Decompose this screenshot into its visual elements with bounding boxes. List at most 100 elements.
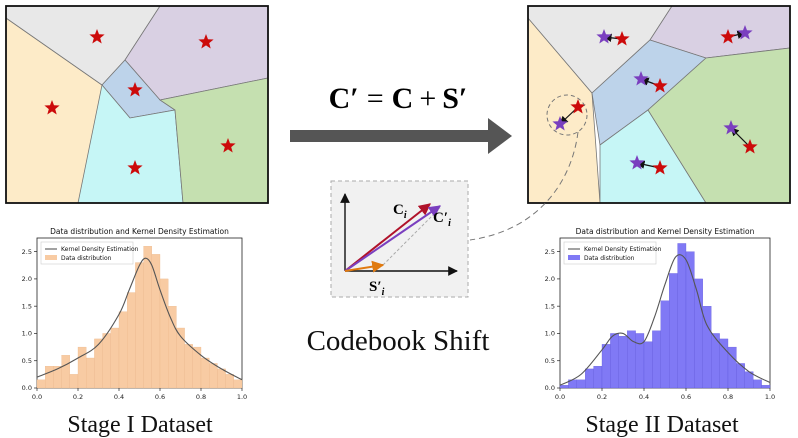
hist-bar bbox=[225, 374, 234, 389]
hist-bar bbox=[184, 344, 193, 389]
label-si: S′i bbox=[369, 279, 385, 298]
hist-bar bbox=[45, 366, 54, 389]
hist-bar bbox=[192, 346, 202, 389]
codebook-star bbox=[89, 29, 105, 44]
inset-frame bbox=[330, 180, 469, 298]
legend-box bbox=[40, 241, 134, 265]
zoom-circle bbox=[546, 94, 588, 136]
panel-border bbox=[5, 5, 269, 204]
y-tick-label: 1.5 bbox=[22, 302, 32, 310]
hist-bar bbox=[643, 341, 653, 389]
hist-bar bbox=[635, 333, 645, 389]
y-tick-label: 0.5 bbox=[22, 357, 32, 365]
x-tick-label: 1.0 bbox=[765, 393, 775, 401]
shifted-star bbox=[596, 29, 612, 44]
original-star bbox=[742, 139, 758, 154]
transition-arrow bbox=[290, 118, 512, 154]
y-tick-label: 1.0 bbox=[545, 330, 555, 338]
legend-label: Data distribution bbox=[584, 255, 635, 262]
hist-bar bbox=[102, 333, 111, 389]
chart-title: Data distribution and Kernel Density Est… bbox=[50, 227, 229, 236]
stage1-label: Stage I Dataset bbox=[67, 412, 213, 438]
x-tick-label: 0.6 bbox=[155, 393, 165, 401]
x-tick-label: 1.0 bbox=[237, 393, 247, 401]
histogram-stage1: 0.0 0.2 0.4 0.6 0.8 1.0 0.0 0.5 1.0 1.5 2.0 2.5 Data… bbox=[22, 227, 248, 401]
shifted-star bbox=[737, 25, 753, 40]
y-tick-label: 0.0 bbox=[22, 384, 32, 392]
stage2-label: Stage II Dataset bbox=[585, 412, 739, 438]
zoom-connector bbox=[469, 131, 579, 241]
shifted-star bbox=[633, 71, 649, 86]
codebook-star bbox=[127, 82, 143, 97]
hist-bar bbox=[135, 262, 144, 389]
legend-swatch-hist bbox=[45, 255, 57, 260]
hist-bar bbox=[627, 330, 636, 389]
formula: C′ = C + S′ bbox=[329, 82, 468, 115]
hist-bar bbox=[36, 379, 46, 389]
hist-bar bbox=[585, 368, 594, 389]
hist-bar bbox=[110, 327, 120, 389]
hist-bar bbox=[618, 336, 628, 389]
hist-bar bbox=[593, 366, 603, 389]
hist-bar bbox=[669, 273, 678, 389]
hist-bar bbox=[761, 385, 771, 389]
codebook-star bbox=[198, 34, 214, 49]
x-tick-label: 0.4 bbox=[114, 393, 124, 401]
helper-line bbox=[382, 207, 441, 266]
hist-bar bbox=[660, 300, 670, 389]
stars-stage1 bbox=[44, 29, 236, 175]
x-tick-label: 0.0 bbox=[555, 393, 565, 401]
y-tick-label: 2.0 bbox=[545, 275, 555, 283]
hist-bar bbox=[559, 385, 569, 389]
codebook-shift-label: Codebook Shift bbox=[307, 325, 490, 357]
hist-bar bbox=[200, 357, 210, 389]
kde-line bbox=[36, 257, 243, 381]
shifted-star bbox=[552, 116, 568, 131]
hist-bar bbox=[652, 330, 661, 389]
chart-title: Data distribution and Kernel Density Est… bbox=[576, 227, 755, 236]
hist-bar bbox=[217, 368, 226, 389]
y-tick-label: 2.5 bbox=[545, 248, 555, 256]
x-tick-label: 0.2 bbox=[597, 393, 607, 401]
hist-bar bbox=[77, 346, 87, 389]
vector-ci bbox=[344, 203, 431, 272]
original-star bbox=[720, 29, 736, 44]
hist-bar bbox=[127, 292, 136, 389]
hist-bar bbox=[86, 357, 95, 389]
hist-bar bbox=[118, 311, 128, 389]
y-tick-label: 1.0 bbox=[22, 330, 32, 338]
legend-label: Data distribution bbox=[61, 255, 112, 262]
vector-ci-prime bbox=[344, 205, 441, 272]
voronoi-stage2 bbox=[527, 5, 791, 204]
stars-stage2 bbox=[552, 25, 758, 175]
y-tick-label: 2.5 bbox=[22, 248, 32, 256]
codebook-star bbox=[127, 160, 143, 175]
legend-box bbox=[563, 241, 657, 265]
legend-label: Kernel Density Estimation bbox=[61, 246, 139, 253]
kde-line bbox=[559, 254, 771, 386]
x-tick-label: 0.8 bbox=[196, 393, 206, 401]
original-star bbox=[652, 160, 668, 175]
hist-bar bbox=[576, 379, 586, 389]
y-tick-label: 0.0 bbox=[545, 384, 555, 392]
hist-bar bbox=[610, 333, 619, 389]
y-tick-label: 1.5 bbox=[545, 302, 555, 310]
hist-bar bbox=[753, 379, 762, 389]
hist-bar bbox=[677, 243, 687, 389]
hist-bar bbox=[209, 363, 218, 389]
hist-bar bbox=[61, 355, 70, 389]
x-tick-label: 0.0 bbox=[32, 393, 42, 401]
original-star bbox=[570, 99, 586, 114]
shifted-star bbox=[723, 120, 739, 135]
hist-bar bbox=[151, 254, 161, 389]
hist-bar bbox=[69, 374, 79, 389]
voronoi-stage1 bbox=[5, 5, 269, 204]
x-tick-label: 0.2 bbox=[73, 393, 83, 401]
hist-bar bbox=[719, 338, 729, 389]
codebook-star bbox=[220, 138, 236, 153]
x-tick-label: 0.6 bbox=[681, 393, 691, 401]
x-tick-label: 0.4 bbox=[639, 393, 649, 401]
y-tick-label: 0.5 bbox=[545, 357, 555, 365]
legend-swatch-hist bbox=[568, 255, 580, 260]
